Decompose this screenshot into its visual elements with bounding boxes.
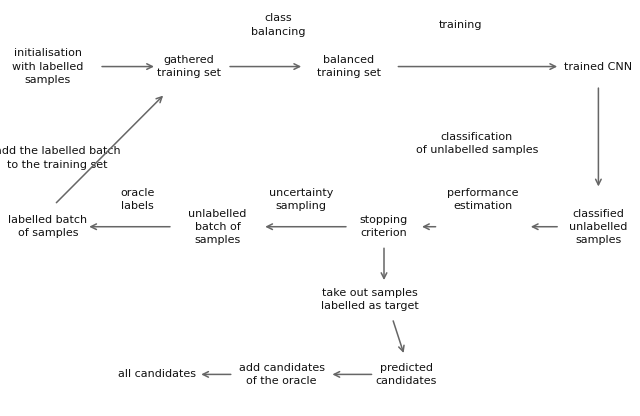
Text: training: training — [439, 20, 483, 30]
Text: add the labelled batch
to the training set: add the labelled batch to the training s… — [0, 146, 120, 170]
Text: class
balancing: class balancing — [251, 13, 306, 37]
Text: labelled batch
of samples: labelled batch of samples — [8, 215, 88, 238]
Text: classification
of unlabelled samples: classification of unlabelled samples — [415, 132, 538, 155]
Text: predicted
candidates: predicted candidates — [376, 363, 437, 386]
Text: performance
estimation: performance estimation — [447, 188, 519, 211]
Text: add candidates
of the oracle: add candidates of the oracle — [239, 363, 324, 386]
Text: stopping
criterion: stopping criterion — [360, 215, 408, 238]
Text: all candidates: all candidates — [118, 369, 196, 379]
Text: unlabelled
batch of
samples: unlabelled batch of samples — [188, 208, 247, 245]
Text: gathered
training set: gathered training set — [157, 55, 221, 78]
Text: classified
unlabelled
samples: classified unlabelled samples — [569, 208, 628, 245]
Text: oracle
labels: oracle labels — [120, 188, 155, 211]
Text: uncertainty
sampling: uncertainty sampling — [269, 188, 333, 211]
Text: balanced
training set: balanced training set — [317, 55, 381, 78]
Text: take out samples
labelled as target: take out samples labelled as target — [321, 288, 419, 311]
Text: trained CNN: trained CNN — [564, 62, 632, 72]
Text: initialisation
with labelled
samples: initialisation with labelled samples — [12, 48, 84, 85]
